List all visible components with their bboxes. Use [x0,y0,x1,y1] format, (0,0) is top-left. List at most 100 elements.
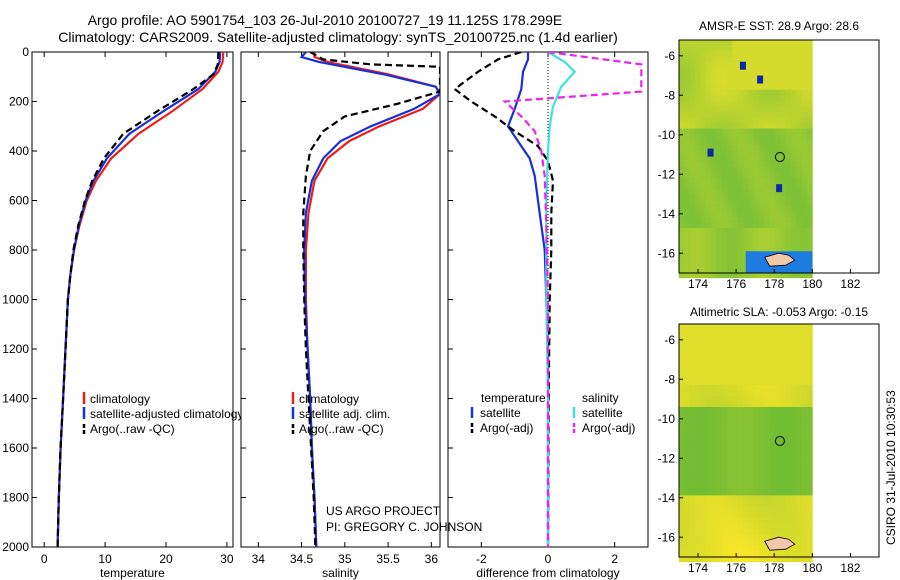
sla-map-grid-cell [753,423,760,430]
sla-map-grid-cell [679,357,685,364]
sla-map-grid-cell [727,467,733,474]
sst-map-grid-cell [775,145,781,151]
sst-map-grid-cell [732,222,739,229]
sst-map-grid-cell [764,133,771,140]
sst-map-grid-cell [769,222,776,229]
sst-map-grid-cell [791,205,797,212]
sla-map-grid-cell [689,550,696,557]
sla-map-grid-cell [753,346,760,353]
sst-map-grid-cell [727,227,733,234]
sst-map-grid-cell [753,122,760,129]
sla-map-grid-cell [684,462,691,469]
sla-map-grid-cell [732,324,739,330]
sla-map-grid-cell [684,406,691,413]
sst-map-grid-cell [695,261,701,268]
sla-map-grid-cell [780,384,787,391]
sla-map-grid-cell [801,351,808,358]
sst-map-grid-cell [753,205,760,212]
sla-map-grid-cell [727,335,733,341]
sla-map-grid-cell [764,357,771,364]
sla-map-grid-cell [737,368,744,375]
sla-map-grid-cell [695,451,701,458]
sla-map-grid-cell [791,456,797,463]
sst-map-grid-cell [785,89,792,96]
sla-map-grid-cell [748,478,755,485]
sla-map-grid-cell [727,362,733,369]
sla-map-grid-cell [775,384,781,391]
sla-map-grid-cell [689,406,696,413]
sla-map-grid-cell [780,456,787,463]
sst-map-grid-cell [732,156,739,163]
sst-map-grid-cell [705,156,712,163]
sla-map-grid-cell [679,550,685,557]
sla-map-grid-cell [695,528,701,535]
sla-map-grid-cell [737,545,744,552]
sla-map-grid-cell [700,351,707,358]
sla-map-grid-cell [775,379,781,386]
sla-map-grid-cell [807,368,813,375]
sst-map-grid-cell [764,40,771,46]
sla-map-grid-cell [796,346,803,353]
sst-map-grid-cell [753,178,760,185]
sla-map-grid-cell [759,473,765,480]
sla-map-grid-cell [791,384,797,391]
sla-map-grid-cell [721,550,728,557]
sla-map-grid-cell [684,324,691,330]
sst-map-grid-cell [764,145,771,151]
sst-map-grid-cell [785,111,792,118]
sst-map-grid-cell [775,233,781,240]
sst-map-grid-cell [727,161,733,168]
sla-map-grid-cell [727,384,733,391]
sla-map-grid-cell [689,440,696,447]
sla-map-grid-cell [769,495,776,502]
difference-legend-header: temperature [481,391,546,405]
sst-map-grid-cell [807,67,813,74]
sla-map-grid-cell [791,489,797,496]
sst-map-grid-cell [711,183,717,190]
sla-map-grid-cell [801,484,808,491]
sla-map-grid-cell [716,467,723,474]
sla-map-grid-cell [679,473,685,480]
sst-map-grid-cell [801,117,808,124]
sla-map-grid-cell [737,539,744,546]
sst-map-grid-cell [689,73,696,80]
difference-xlabel: difference from climatology [476,566,619,580]
sla-map-grid-cell [775,445,781,452]
sst-map-grid-cell [796,156,803,163]
sla-map-grid-cell [727,417,733,424]
sst-map-grid-cell [759,189,765,196]
sla-map-grid-cell [748,379,755,386]
sla-map-grid-cell [732,390,739,397]
sst-map-grid-cell [780,40,787,46]
sst-map-grid-cell [801,178,808,185]
sla-map-grid-cell [785,473,792,480]
sst-map-grid-cell [769,200,776,207]
sla-map-grid-cell [801,528,808,535]
sst-map-grid-cell [721,178,728,185]
sst-map-grid-cell [775,95,781,102]
sla-map-grid-cell [775,478,781,485]
sst-map-grid-cell [679,189,685,196]
sla-map-grid-cell [721,401,728,408]
sla-map-grid-cell [807,329,813,336]
sst-map-grid-cell [769,51,776,57]
sst-map-grid-cell [759,172,765,179]
sst-map-grid-cell [689,78,696,85]
sst-map-grid-cell [705,178,712,185]
sst-map-grid-cell [711,122,717,129]
sla-map-grid-cell [748,412,755,419]
sla-map-grid-cell [727,500,733,507]
sst-map-grid-cell [732,51,739,57]
sla-map-grid-cell [737,478,744,485]
sla-map-grid-cell [785,451,792,458]
sla-map-grid-cell [737,335,744,341]
sla-map-grid-cell [679,412,685,419]
sst-map-grid-cell [748,139,755,146]
sst-map-grid-cell [684,255,691,262]
sla-map-xtick-label: 178 [764,561,784,575]
sla-map-grid-cell [689,417,696,424]
sst-map-grid-cell [743,172,749,179]
sst-map-grid-cell [785,216,792,223]
sla-map-grid-cell [753,329,760,336]
sla-map-grid-cell [780,495,787,502]
